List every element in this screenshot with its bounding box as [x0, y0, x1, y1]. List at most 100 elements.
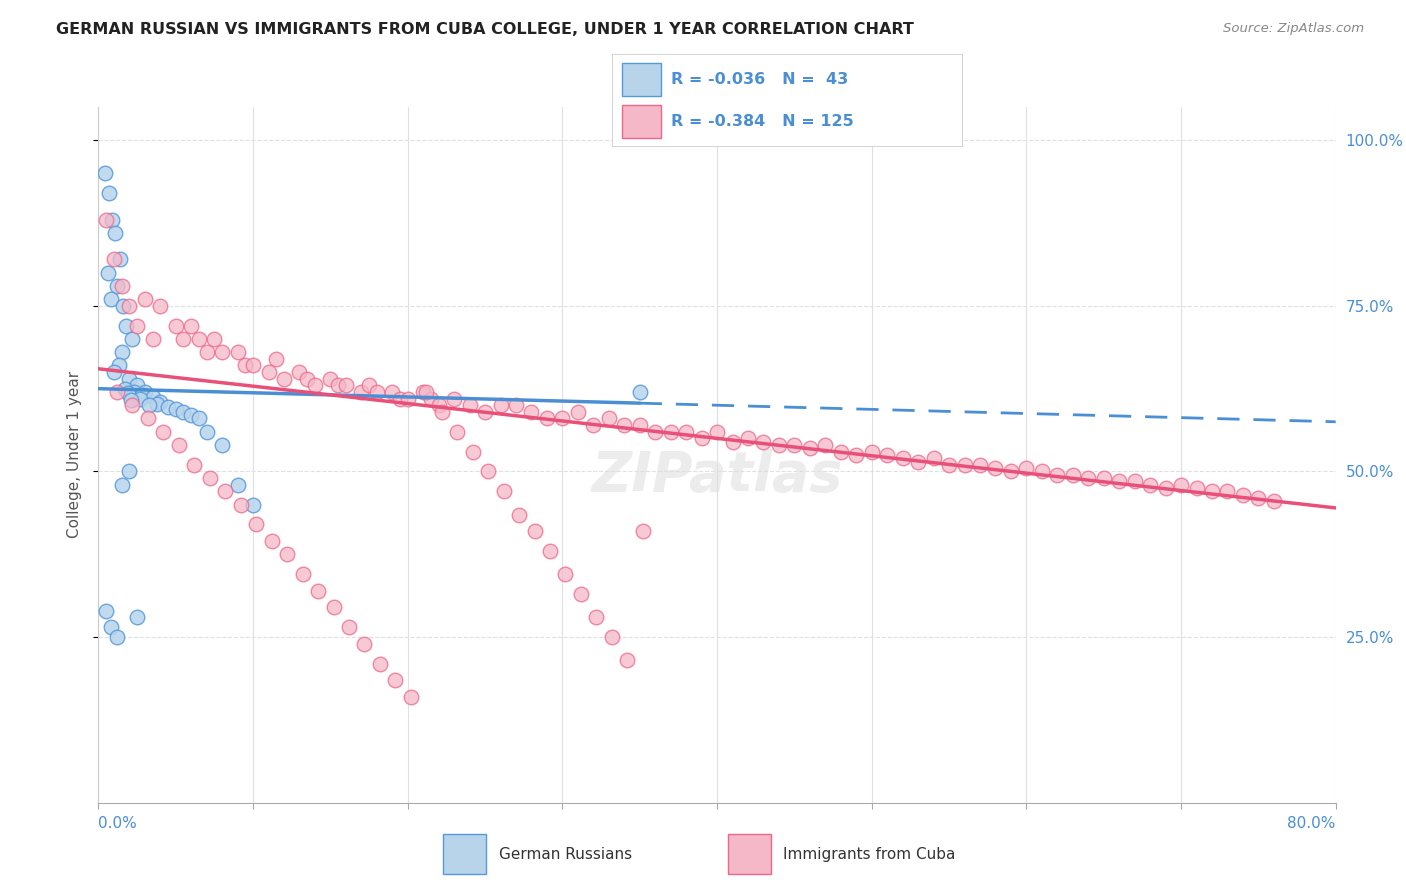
Point: [477, 465, 499, 479]
FancyBboxPatch shape: [612, 54, 963, 147]
Point: [706, 425, 728, 439]
Point: [105, 279, 128, 293]
Point: [96, 604, 118, 618]
Point: [260, 534, 283, 549]
Point: [157, 400, 180, 414]
Point: [322, 600, 344, 615]
Point: [357, 378, 380, 392]
Point: [381, 384, 404, 399]
Point: [628, 384, 651, 399]
Point: [984, 461, 1007, 475]
Point: [118, 465, 141, 479]
Point: [111, 279, 134, 293]
Point: [134, 292, 156, 306]
Point: [214, 484, 236, 499]
Point: [1046, 467, 1069, 482]
Point: [631, 524, 654, 538]
Point: [427, 398, 450, 412]
Point: [211, 438, 233, 452]
Point: [446, 425, 468, 439]
Point: [492, 484, 515, 499]
Point: [366, 384, 388, 399]
Point: [582, 418, 605, 433]
Point: [167, 438, 190, 452]
Point: [600, 630, 623, 644]
Point: [567, 405, 589, 419]
Point: [474, 405, 496, 419]
Point: [938, 458, 960, 472]
Point: [100, 620, 122, 634]
Point: [307, 583, 329, 598]
Point: [384, 673, 406, 688]
Point: [198, 471, 221, 485]
Point: [131, 388, 153, 402]
FancyBboxPatch shape: [443, 835, 486, 874]
Point: [554, 567, 576, 582]
Point: [569, 587, 592, 601]
Point: [115, 318, 138, 333]
Point: [1092, 471, 1115, 485]
Point: [350, 384, 373, 399]
Point: [721, 434, 744, 449]
Point: [1000, 465, 1022, 479]
Point: [1077, 471, 1099, 485]
Point: [235, 359, 257, 373]
Point: [304, 378, 326, 392]
Point: [616, 653, 638, 667]
Point: [118, 299, 141, 313]
Point: [103, 365, 125, 379]
Point: [675, 425, 697, 439]
Point: [108, 252, 131, 267]
Point: [134, 384, 156, 399]
Point: [229, 498, 252, 512]
Point: [266, 351, 288, 366]
Point: [242, 498, 264, 512]
Point: [1263, 494, 1285, 508]
FancyBboxPatch shape: [621, 63, 661, 95]
Point: [180, 318, 202, 333]
Point: [783, 438, 806, 452]
Point: [276, 547, 298, 561]
Point: [536, 411, 558, 425]
Text: 0.0%: 0.0%: [98, 816, 138, 831]
Point: [103, 252, 125, 267]
Point: [489, 398, 512, 412]
Text: ZIPatlas: ZIPatlas: [592, 449, 842, 503]
Point: [1031, 465, 1053, 479]
Text: Source: ZipAtlas.com: Source: ZipAtlas.com: [1223, 22, 1364, 36]
Point: [353, 637, 375, 651]
Point: [111, 477, 134, 491]
Point: [226, 345, 249, 359]
Point: [659, 425, 682, 439]
Point: [396, 392, 419, 406]
Point: [461, 444, 484, 458]
Point: [297, 372, 319, 386]
Point: [388, 392, 412, 406]
Point: [111, 345, 134, 359]
Point: [165, 318, 187, 333]
Point: [335, 378, 357, 392]
Text: R = -0.384   N = 125: R = -0.384 N = 125: [672, 114, 853, 129]
Point: [1139, 477, 1161, 491]
Point: [520, 405, 543, 419]
Point: [1247, 491, 1270, 505]
Text: 80.0%: 80.0%: [1288, 816, 1336, 831]
Point: [953, 458, 976, 472]
Point: [1123, 475, 1146, 489]
Point: [136, 411, 159, 425]
Point: [142, 332, 165, 346]
Point: [93, 166, 115, 180]
Point: [845, 448, 868, 462]
Point: [96, 212, 118, 227]
Point: [752, 434, 775, 449]
Point: [211, 345, 233, 359]
Text: GERMAN RUSSIAN VS IMMIGRANTS FROM CUBA COLLEGE, UNDER 1 YEAR CORRELATION CHART: GERMAN RUSSIAN VS IMMIGRANTS FROM CUBA C…: [56, 22, 914, 37]
Point: [142, 390, 165, 404]
FancyBboxPatch shape: [621, 105, 661, 138]
Point: [1062, 467, 1084, 482]
Point: [907, 454, 929, 468]
Point: [585, 610, 607, 624]
Point: [114, 382, 136, 396]
Point: [288, 365, 311, 379]
Point: [127, 318, 149, 333]
